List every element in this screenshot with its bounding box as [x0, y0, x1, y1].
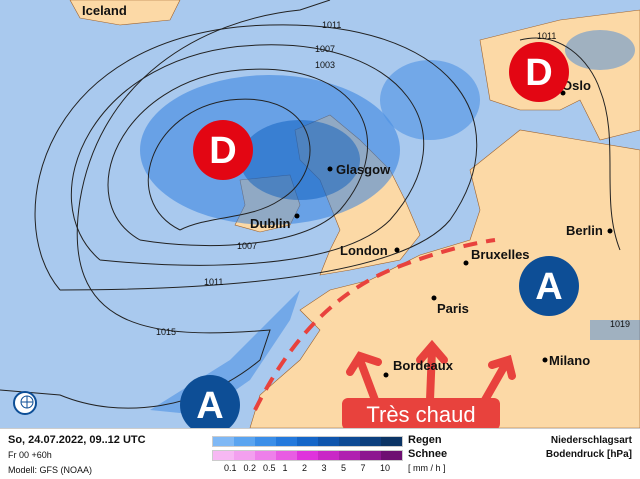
forecast-run: Fr 00 +60h	[8, 450, 52, 460]
svg-text:Milano: Milano	[549, 353, 590, 368]
scale-swatch	[339, 451, 360, 460]
scale-swatch	[234, 437, 255, 446]
svg-text:A: A	[196, 385, 223, 427]
low-pressure-center: D	[509, 42, 569, 102]
scale-swatch	[381, 451, 402, 460]
scale-swatch	[297, 437, 318, 446]
scale-tick: 7	[360, 463, 366, 473]
snow-scale	[212, 450, 403, 461]
isobar-labels: 1011 1007 1003 1007 1011 1015 1011 1019	[156, 20, 630, 337]
legend: So, 24.07.2022, 09..12 UTC Fr 00 +60h Mo…	[0, 428, 640, 479]
scale-swatch	[213, 437, 234, 446]
scale-swatch	[360, 437, 381, 446]
scale-swatch	[276, 437, 297, 446]
svg-text:D: D	[525, 52, 552, 94]
high-pressure-center: A	[519, 256, 579, 316]
legend-title-pressure: Bodendruck [hPa]	[545, 449, 632, 460]
scale-swatch	[360, 451, 381, 460]
heat-callout: Très chaud	[342, 398, 500, 428]
svg-text:1011: 1011	[537, 31, 556, 41]
svg-text:Paris: Paris	[437, 301, 469, 316]
snow-label: Schnee	[408, 448, 448, 460]
svg-text:1007: 1007	[315, 44, 335, 54]
svg-text:Dublin: Dublin	[250, 216, 290, 231]
heat-arrows	[346, 339, 516, 404]
unit-label: [ mm / h ]	[408, 463, 446, 473]
scale-tick: 5	[341, 463, 347, 473]
svg-text:A: A	[535, 266, 562, 308]
scale-swatch	[318, 451, 339, 460]
scale-swatch	[234, 451, 255, 460]
svg-text:D: D	[209, 130, 236, 172]
scale-swatch	[339, 437, 360, 446]
rain-scale	[212, 436, 403, 447]
svg-text:Berlin: Berlin	[566, 223, 603, 238]
svg-text:1007: 1007	[237, 241, 257, 251]
scale-tick: 3	[321, 463, 327, 473]
forecast-date: So, 24.07.2022, 09..12 UTC	[8, 434, 146, 446]
isobars	[0, 0, 621, 409]
scale-tick: 0.5	[263, 463, 276, 473]
cities: Iceland Glasgow Dublin London Bruxelles …	[82, 3, 613, 378]
svg-text:London: London	[340, 243, 388, 258]
weather-map: 1011 1007 1003 1007 1011 1015 1011 1019 …	[0, 0, 640, 428]
scale-swatch	[318, 437, 339, 446]
label-iceland: Iceland	[82, 3, 127, 18]
scale-swatch	[213, 451, 234, 460]
scale-tick: 0.1	[224, 463, 237, 473]
scale-swatch	[255, 451, 276, 460]
rain-label: Regen	[408, 434, 442, 446]
globe-icon[interactable]	[13, 391, 37, 415]
svg-text:1011: 1011	[204, 277, 223, 287]
scale-tick: 10	[380, 463, 391, 473]
low-pressure-center: D	[193, 120, 253, 180]
scale-swatch	[276, 451, 297, 460]
svg-text:Oslo: Oslo	[562, 78, 591, 93]
svg-text:1003: 1003	[315, 60, 335, 70]
scale-tick: 0.2	[243, 463, 257, 473]
scale-swatch	[255, 437, 276, 446]
svg-text:Bordeaux: Bordeaux	[393, 358, 454, 373]
scale-tick: 2	[302, 463, 308, 473]
svg-text:1019: 1019	[610, 319, 630, 329]
svg-text:Bruxelles: Bruxelles	[471, 247, 530, 262]
svg-text:Très chaud: Très chaud	[366, 402, 475, 427]
legend-title-type: Niederschlagsart	[550, 435, 632, 446]
scale-swatch	[297, 451, 318, 460]
scale-swatch	[381, 437, 402, 446]
warm-air-front	[253, 238, 496, 411]
forecast-model: Modell: GFS (NOAA)	[8, 465, 93, 475]
high-pressure-center: A	[180, 375, 240, 428]
svg-text:1015: 1015	[156, 327, 176, 337]
svg-text:Glasgow: Glasgow	[336, 162, 391, 177]
svg-text:1011: 1011	[322, 20, 341, 30]
scale-tick: 1	[282, 463, 288, 473]
